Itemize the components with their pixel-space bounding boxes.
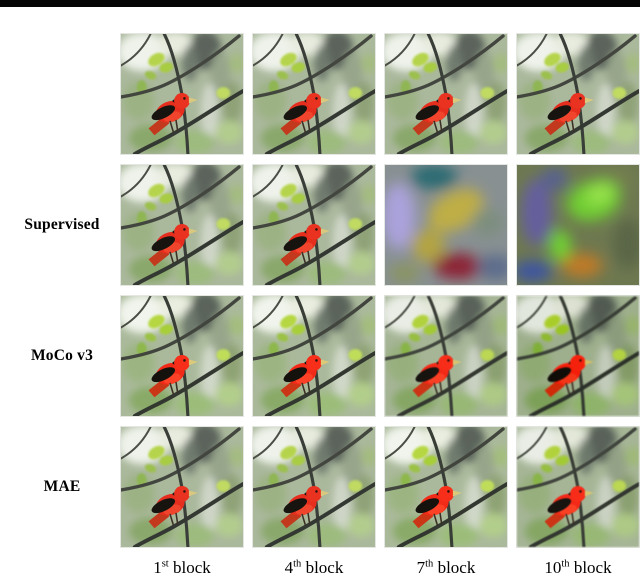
cell-bird-r1c2 — [252, 33, 376, 155]
abstract10-image — [517, 165, 639, 285]
ordinal-suffix: th — [561, 558, 570, 570]
bird-image — [253, 427, 375, 547]
cell-bird-r3c3 — [384, 295, 508, 417]
cell-bird-r4c3 — [384, 426, 508, 548]
row-label-moco-v3: MoCo v3 — [30, 347, 94, 364]
cell-bird-r2c2 — [252, 164, 376, 286]
cell-bird-r3c4 — [516, 295, 640, 417]
block-word: block — [573, 558, 612, 577]
bird-image — [253, 165, 375, 285]
block-ordinal: 4 — [284, 558, 294, 577]
row-label-empty — [0, 33, 112, 155]
abstract7-image — [385, 165, 507, 285]
cell-abstract7-r2c3 — [384, 164, 508, 286]
row-label-mae: MAE — [43, 478, 81, 495]
bird-image — [253, 296, 375, 416]
bird-image — [385, 34, 507, 154]
cell-bird-r1c4 — [516, 33, 640, 155]
block-ordinal: 7 — [416, 558, 426, 577]
row-label-supervised: Supervised — [24, 216, 100, 233]
cell-bird-r3c2 — [252, 295, 376, 417]
block-ordinal: 1 — [153, 558, 162, 577]
cell-bird-r4c1 — [120, 426, 244, 548]
bird-image — [121, 165, 243, 285]
bird-image — [121, 427, 243, 547]
block-word: block — [437, 558, 476, 577]
block-word: block — [305, 558, 344, 577]
bird-image — [517, 34, 639, 154]
cell-bird-r3c1 — [120, 295, 244, 417]
bird-image — [517, 427, 639, 547]
ordinal-suffix: th — [293, 558, 302, 570]
col-label-4th-block: 4th block — [252, 557, 376, 577]
bird-image — [517, 296, 639, 416]
bird-image — [121, 34, 243, 154]
cell-bird-r1c1 — [120, 33, 244, 155]
figure-top-rule — [0, 0, 640, 7]
col-label-1st-block: 1st block — [120, 557, 244, 577]
cell-bird-r4c4 — [516, 426, 640, 548]
bird-image — [121, 296, 243, 416]
cell-bird-r4c2 — [252, 426, 376, 548]
corner-spacer — [0, 557, 112, 577]
col-label-10th-block: 10th block — [516, 557, 640, 577]
bird-image — [253, 34, 375, 154]
block-word: block — [172, 558, 211, 577]
block-ordinal: 10 — [544, 558, 562, 577]
bird-image — [385, 296, 507, 416]
results-grid: Supervised MoCo v3 MAE 1st block 4th block 7t… — [0, 33, 640, 577]
cell-bird-r2c1 — [120, 164, 244, 286]
cell-abstract10-r2c4 — [516, 164, 640, 286]
ordinal-suffix: st — [161, 558, 169, 570]
col-label-7th-block: 7th block — [384, 557, 508, 577]
bird-image — [385, 427, 507, 547]
cell-bird-r1c3 — [384, 33, 508, 155]
ordinal-suffix: th — [425, 558, 434, 570]
